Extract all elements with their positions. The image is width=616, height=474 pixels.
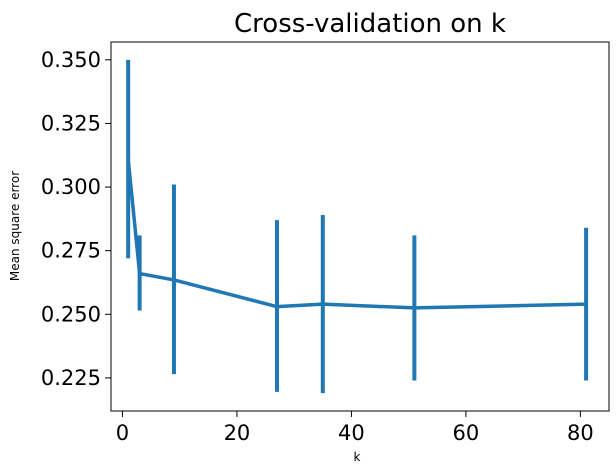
y-tick-label: 0.300: [41, 175, 101, 199]
chart-title: Cross-validation on k: [234, 9, 506, 39]
x-tick-label: 60: [453, 421, 480, 445]
y-tick-label: 0.250: [41, 302, 101, 326]
plot-frame: [110, 41, 610, 412]
y-axis: 0.225 0.250 0.275 0.300 0.325 0.350: [41, 48, 111, 390]
y-tick-label: 0.350: [41, 48, 101, 72]
y-tick-label: 0.325: [41, 111, 101, 135]
y-tick-label: 0.225: [41, 366, 101, 390]
x-axis: 0 20 40 60 80: [116, 411, 594, 445]
plot-area: [126, 59, 589, 394]
x-tick-label: 40: [338, 421, 365, 445]
series-line: [126, 158, 587, 310]
y-axis-label: Mean square error: [8, 171, 22, 281]
x-tick-label: 0: [116, 421, 129, 445]
y-tick-label: 0.275: [41, 239, 101, 263]
x-axis-label: k: [354, 450, 361, 464]
x-tick-label: 80: [567, 421, 594, 445]
x-tick-label: 20: [224, 421, 251, 445]
